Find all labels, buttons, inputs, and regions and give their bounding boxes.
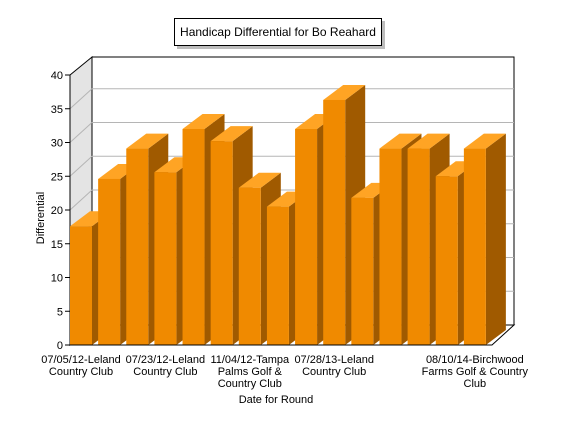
x-tick-label: 11/04/12-Tampa Palms Golf & Country Club bbox=[210, 354, 290, 390]
x-tick-label: 07/28/13-Leland Country Club bbox=[294, 354, 374, 378]
chart-title: Handicap Differential for Bo Reahard bbox=[174, 18, 382, 46]
y-tick-label: 40 bbox=[51, 70, 63, 82]
y-axis: 0 5 10 15 20 25 30 35 40 bbox=[51, 70, 71, 352]
x-tick-label: 07/05/12-Leland Country Club bbox=[41, 354, 121, 378]
y-tick-label: 25 bbox=[51, 171, 63, 183]
bar-face bbox=[379, 148, 402, 345]
y-tick-label: 10 bbox=[51, 273, 63, 285]
y-tick-label: 20 bbox=[51, 205, 63, 217]
bar-face bbox=[70, 226, 92, 345]
bar-face bbox=[351, 197, 374, 345]
y-tick-label: 35 bbox=[51, 104, 63, 116]
x-tick-labels: 07/05/12-Leland Country Club07/23/12-Lela… bbox=[41, 354, 528, 390]
y-tick-label: 30 bbox=[51, 138, 63, 150]
bar-face bbox=[154, 172, 177, 345]
bar-face bbox=[407, 148, 430, 345]
bar-top bbox=[323, 84, 366, 100]
bars bbox=[70, 84, 506, 346]
y-axis-label: Differential bbox=[35, 191, 47, 245]
gridline-side bbox=[69, 122, 93, 143]
bar-face bbox=[323, 99, 346, 345]
y-tick-label: 5 bbox=[57, 306, 63, 318]
bar-top bbox=[238, 172, 281, 188]
bar-side bbox=[485, 133, 506, 345]
bar-top bbox=[407, 133, 450, 149]
bar-top bbox=[182, 114, 225, 129]
bar-face bbox=[238, 187, 261, 345]
gridline-side bbox=[69, 88, 93, 110]
gridline-side bbox=[69, 155, 93, 177]
bar-top bbox=[463, 133, 506, 149]
bar-top bbox=[379, 133, 422, 149]
bar-face bbox=[266, 206, 289, 345]
gridline-side bbox=[69, 189, 93, 211]
bar-face bbox=[210, 141, 233, 345]
bar-face bbox=[98, 178, 121, 345]
y-tick-label: 15 bbox=[51, 239, 63, 251]
bar-top bbox=[126, 133, 169, 149]
bar bbox=[463, 133, 506, 345]
bar-face bbox=[435, 176, 458, 345]
x-tick-label: 08/10/14-Birchwood Farms Golf & Country Cl… bbox=[422, 354, 529, 390]
x-axis-label: Date for Round bbox=[238, 394, 314, 406]
bar-face bbox=[295, 129, 318, 345]
bar-face bbox=[463, 148, 486, 345]
bar-face bbox=[182, 129, 205, 345]
bar-top bbox=[210, 126, 253, 142]
bar-face bbox=[126, 148, 149, 345]
x-tick-label: 07/23/12-Leland Country Club bbox=[126, 354, 206, 378]
y-tick-label: 0 bbox=[57, 340, 63, 352]
